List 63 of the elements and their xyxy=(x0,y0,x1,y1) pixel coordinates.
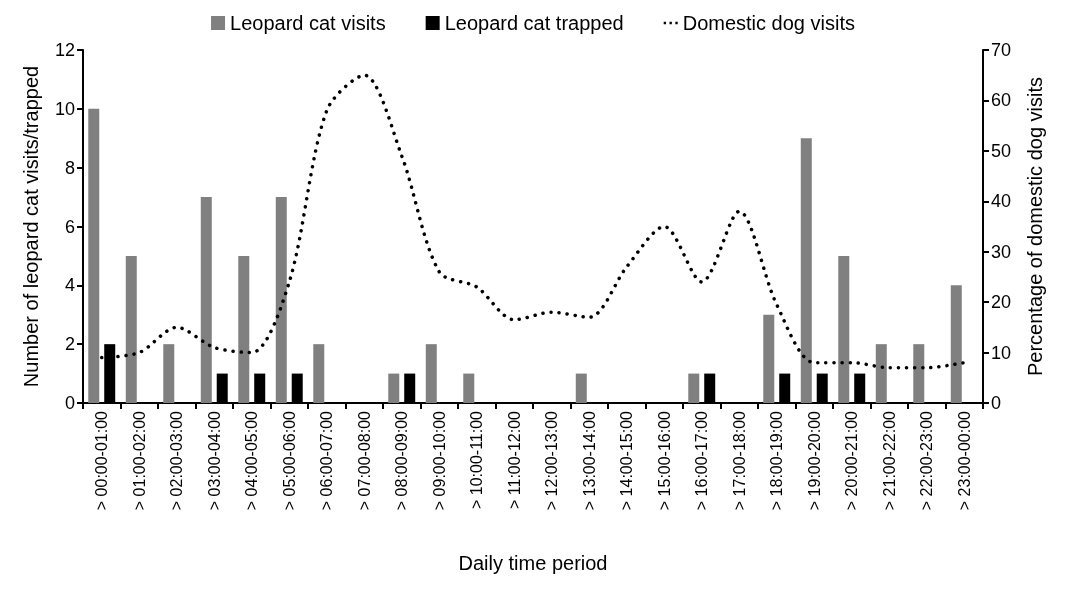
x-tick-label: > 17:00-18:00 xyxy=(730,410,748,511)
y-axis-title: Number of leopard cat visits/trapped xyxy=(20,65,42,388)
y-tick-label: 8 xyxy=(64,157,75,178)
y2-tick-label: 50 xyxy=(991,140,1012,161)
x-tick-label: > 00:00-01:00 xyxy=(93,410,111,511)
x-axis-title: Daily time period xyxy=(458,552,608,574)
bar xyxy=(88,108,100,403)
bar xyxy=(838,255,850,403)
x-tick-label: > 05:00-06:00 xyxy=(280,410,298,511)
bar xyxy=(238,255,250,403)
x-tick-label: > 18:00-19:00 xyxy=(768,410,786,511)
bar xyxy=(125,255,137,403)
legend-label: Domestic dog visits xyxy=(682,12,855,34)
bar xyxy=(200,197,212,403)
x-tick-label: > 11:00-12:00 xyxy=(505,410,523,510)
y2-tick-label: 60 xyxy=(991,90,1012,111)
x-tick-label: > 08:00-09:00 xyxy=(393,410,411,511)
y-tick-label: 6 xyxy=(64,216,75,237)
bar xyxy=(688,373,700,403)
bar xyxy=(950,285,962,403)
y-tick-label: 12 xyxy=(54,40,75,60)
bar xyxy=(313,344,325,403)
legend-label: Leopard cat trapped xyxy=(444,12,624,34)
bar xyxy=(763,314,775,403)
x-tick-label: > 13:00-14:00 xyxy=(580,410,598,511)
y-tick-label: 10 xyxy=(54,98,75,119)
y-tick-label: 0 xyxy=(64,393,75,413)
x-tick-label: > 15:00-16:00 xyxy=(655,410,673,511)
legend-label: Leopard cat visits xyxy=(230,12,386,34)
x-tick-label: > 04:00-05:00 xyxy=(243,410,261,511)
x-tick-label: > 07:00-08:00 xyxy=(355,410,373,511)
bar xyxy=(275,197,287,403)
x-tick-label: > 09:00-10:00 xyxy=(430,410,448,511)
y2-tick-label: 0 xyxy=(991,393,1002,413)
x-tick-label: > 01:00-02:00 xyxy=(130,410,148,511)
y2-tick-label: 70 xyxy=(991,40,1012,60)
x-tick-label: > 20:00-21:00 xyxy=(843,410,861,511)
x-tick-label: > 10:00-11:00 xyxy=(468,410,486,510)
bar xyxy=(800,138,812,403)
bar xyxy=(425,344,437,403)
bar xyxy=(163,344,175,403)
x-tick-label: > 12:00-13:00 xyxy=(543,410,561,511)
bar xyxy=(913,344,925,403)
x-tick-label: > 16:00-17:00 xyxy=(693,410,711,511)
x-tick-label: > 03:00-04:00 xyxy=(205,410,223,511)
y2-tick-label: 30 xyxy=(991,241,1012,262)
y2-tick-label: 10 xyxy=(991,342,1012,363)
x-tick-label: > 02:00-03:00 xyxy=(168,410,186,511)
bar xyxy=(463,373,475,403)
x-tick-label: > 21:00-22:00 xyxy=(880,410,898,511)
bar xyxy=(575,373,587,403)
bar xyxy=(875,344,887,403)
y-tick-label: 2 xyxy=(64,334,75,355)
y2-tick-label: 40 xyxy=(991,191,1012,212)
x-tick-label: > 14:00-15:00 xyxy=(618,410,636,511)
x-tick-label: > 19:00-20:00 xyxy=(805,410,823,511)
y2-axis-title: Percentage of domestic dog visits xyxy=(1024,76,1046,377)
bar xyxy=(388,373,400,403)
x-tick-label: > 22:00-23:00 xyxy=(918,410,936,511)
y-tick-label: 4 xyxy=(64,275,75,296)
x-tick-label: > 06:00-07:00 xyxy=(318,410,336,511)
y2-tick-label: 20 xyxy=(991,292,1012,313)
x-tick-label: > 23:00-00:00 xyxy=(955,410,973,511)
